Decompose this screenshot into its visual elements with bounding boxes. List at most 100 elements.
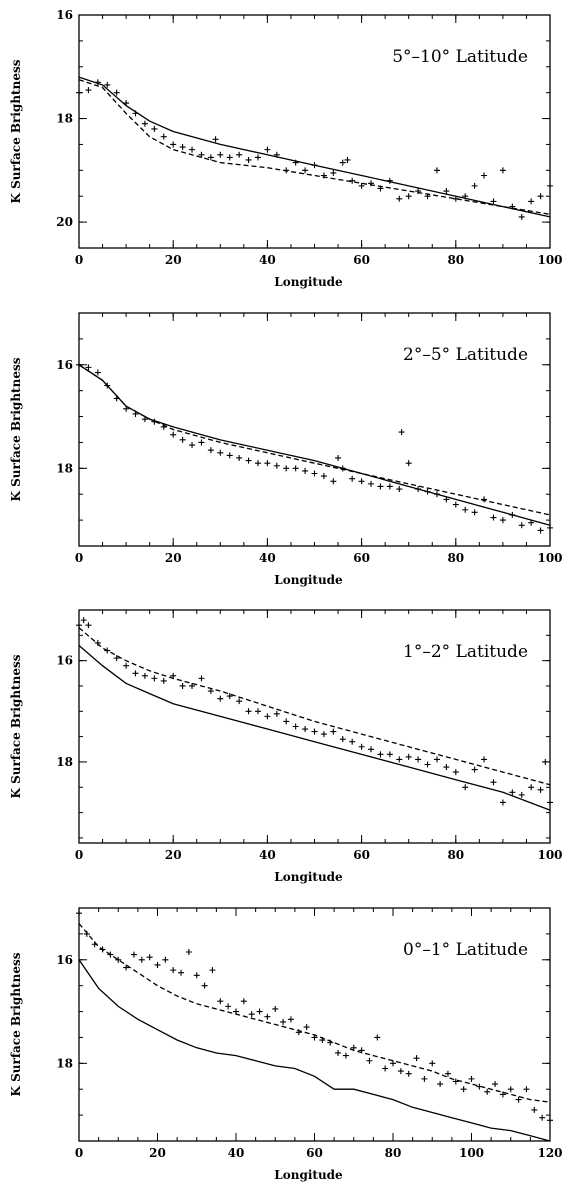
data-point-cross	[368, 746, 375, 753]
data-point-cross	[283, 465, 290, 472]
data-point-cross	[264, 460, 271, 467]
data-point-cross	[437, 1081, 444, 1088]
x-tick-label: 120	[537, 1146, 562, 1160]
data-point-cross	[283, 718, 290, 725]
data-point-cross	[256, 1008, 263, 1015]
data-point-cross	[320, 473, 327, 480]
data-point-cross	[292, 465, 299, 472]
data-point-cross	[273, 462, 280, 469]
y-axis-label: K Surface Brightness	[9, 357, 23, 501]
data-point-cross	[471, 182, 478, 189]
data-point-cross	[130, 951, 137, 958]
data-point-cross	[386, 483, 393, 490]
data-point-cross	[396, 486, 403, 493]
data-point-cross	[537, 193, 544, 200]
data-point-cross	[83, 930, 90, 937]
data-point-cross	[254, 708, 261, 715]
data-point-cross	[547, 182, 553, 189]
x-tick-label: 100	[537, 253, 562, 267]
data-point-cross	[531, 1106, 538, 1113]
data-point-cross	[198, 675, 205, 682]
x-tick-label: 0	[75, 848, 83, 862]
data-point-cross	[443, 188, 450, 195]
data-point-cross	[443, 764, 450, 771]
data-point-cross	[146, 954, 153, 961]
x-tick-label: 40	[259, 551, 276, 565]
data-point-cross	[421, 1075, 428, 1082]
data-point-cross	[547, 524, 553, 531]
data-point-cross	[132, 670, 139, 677]
x-tick-label: 60	[353, 551, 370, 565]
data-point-cross	[272, 1005, 279, 1012]
data-point-cross	[302, 726, 309, 733]
data-point-cross	[189, 146, 196, 153]
data-point-cross	[160, 133, 167, 140]
data-point-cross	[201, 982, 208, 989]
data-point-cross	[85, 622, 92, 629]
x-tick-label: 0	[75, 253, 83, 267]
dashed-model-line	[78, 79, 551, 215]
data-point-cross	[245, 708, 252, 715]
data-point-cross	[123, 662, 130, 669]
data-point-cross	[311, 728, 318, 735]
data-point-cross	[264, 1013, 271, 1020]
x-axis-label: Longitude	[274, 870, 343, 884]
data-point-cross	[537, 786, 544, 793]
data-point-cross	[374, 1034, 381, 1041]
data-point-cross	[138, 956, 145, 963]
data-point-cross	[460, 1086, 467, 1093]
x-tick-label: 80	[447, 253, 464, 267]
data-point-cross	[499, 517, 506, 524]
data-point-cross	[413, 1055, 420, 1062]
data-point-cross	[539, 1114, 546, 1121]
panel-title: 0°–1° Latitude	[403, 940, 528, 960]
data-point-cross	[518, 791, 525, 798]
y-tick-label: 18	[56, 755, 73, 769]
data-point-cross	[330, 728, 337, 735]
data-point-cross	[85, 364, 92, 371]
data-point-cross	[311, 470, 318, 477]
data-point-cross	[349, 738, 356, 745]
data-point-cross	[170, 141, 177, 148]
data-point-cross	[471, 509, 478, 516]
data-point-cross	[429, 1060, 436, 1067]
y-axis-label: K Surface Brightness	[9, 59, 23, 203]
data-point-cross	[207, 447, 214, 454]
data-point-cross	[405, 193, 412, 200]
data-point-cross	[468, 1075, 475, 1082]
data-point-cross	[160, 677, 167, 684]
solid-model-line	[78, 364, 551, 526]
data-point-cross	[368, 480, 375, 487]
data-point-cross	[254, 460, 261, 467]
data-point-cross	[302, 167, 309, 174]
data-point-cross	[433, 756, 440, 763]
data-point-cross	[528, 198, 535, 205]
y-tick-label: 16	[56, 358, 73, 372]
data-point-cross	[335, 1049, 342, 1056]
x-tick-label: 40	[228, 1146, 245, 1160]
data-point-cross	[115, 956, 122, 963]
solid-model-line	[78, 645, 551, 811]
data-point-cross	[226, 154, 233, 161]
data-point-cross	[226, 452, 233, 459]
dashed-model-line	[78, 923, 551, 1103]
x-tick-label: 0	[75, 551, 83, 565]
data-point-cross	[344, 156, 351, 163]
data-point-cross	[481, 172, 488, 179]
data-point-cross	[405, 460, 412, 467]
data-point-cross	[236, 151, 243, 158]
data-point-cross	[342, 1052, 349, 1059]
data-point-cross	[397, 1068, 404, 1075]
data-point-cross	[320, 731, 327, 738]
data-point-cross	[481, 756, 488, 763]
panel-title: 5°–10° Latitude	[392, 47, 528, 67]
data-point-cross	[245, 156, 252, 163]
data-point-cross	[76, 89, 82, 96]
data-point-cross	[162, 956, 169, 963]
data-point-cross	[94, 369, 101, 376]
x-tick-label: 80	[447, 551, 464, 565]
data-point-cross	[490, 514, 497, 521]
data-point-cross	[141, 672, 148, 679]
data-point-cross	[499, 167, 506, 174]
